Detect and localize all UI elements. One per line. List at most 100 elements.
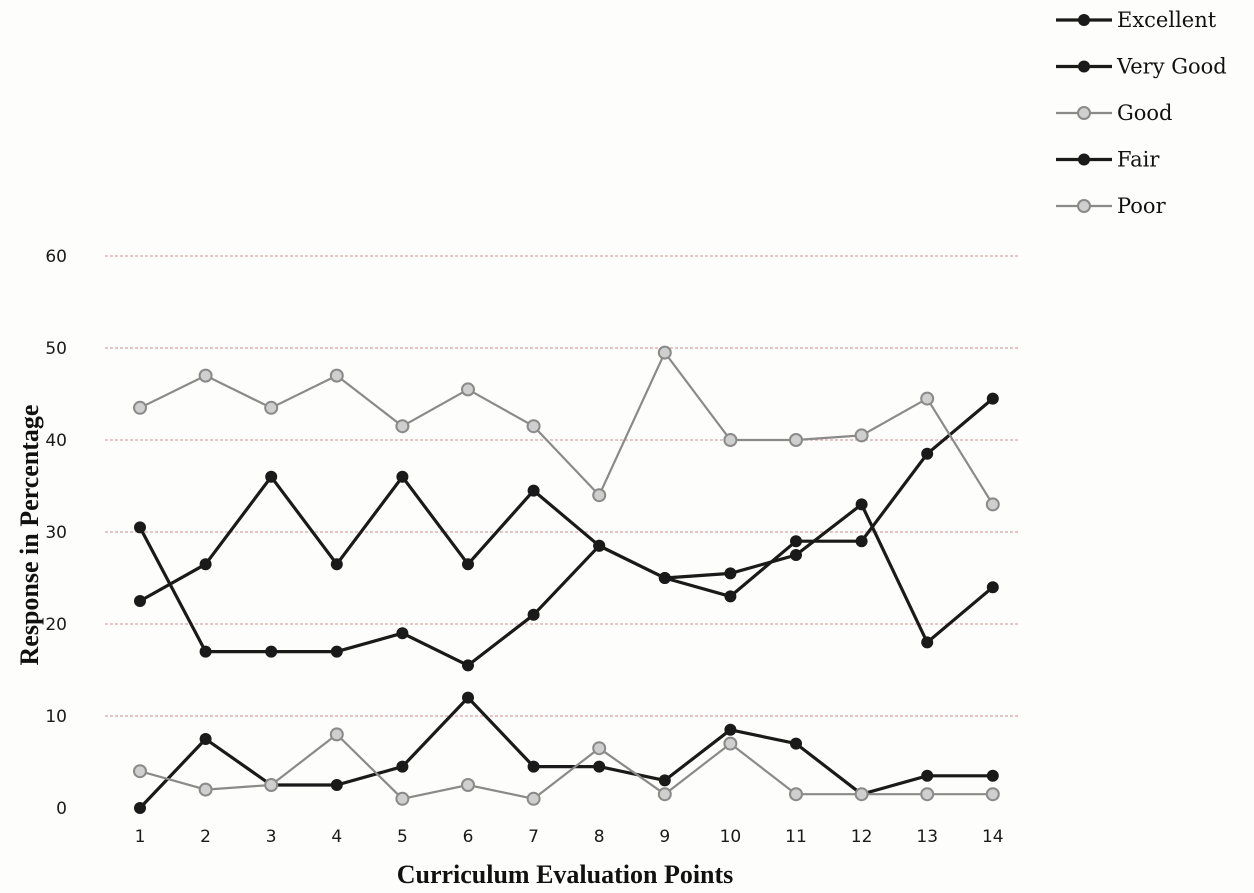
data-point: [264, 778, 279, 792]
data-point: [526, 419, 541, 434]
data-point: [264, 400, 279, 415]
legend-label: Fair: [1117, 148, 1160, 172]
series-poor: [133, 727, 1000, 806]
x-tick-label: 6: [463, 827, 474, 847]
data-point: [199, 733, 212, 745]
data-point: [920, 391, 935, 406]
legend-item: Fair: [1056, 148, 1160, 172]
series-line: [139, 733, 993, 800]
x-tick-label: 5: [397, 827, 408, 847]
legend-marker: [1078, 14, 1090, 26]
data-point: [527, 484, 540, 497]
y-tick-label: 10: [45, 707, 67, 727]
data-point: [199, 645, 212, 658]
data-point: [330, 779, 343, 791]
data-point: [526, 791, 541, 806]
data-point: [985, 497, 1000, 512]
data-point: [396, 627, 409, 640]
legend-marker: [1078, 153, 1090, 166]
data-point: [265, 645, 278, 658]
data-point: [921, 636, 934, 649]
data-point: [986, 581, 999, 594]
x-tick-label: 13: [916, 827, 938, 847]
x-tick-label: 14: [982, 827, 1004, 847]
legend-label: Very Good: [1116, 55, 1227, 79]
data-point: [724, 590, 737, 603]
data-point: [329, 368, 344, 383]
legend-label: Good: [1117, 101, 1173, 125]
data-point: [724, 567, 737, 580]
y-axis-ticks: 0 10 20 30 40 50 60: [45, 247, 67, 819]
legend-marker: [1078, 60, 1090, 73]
data-point: [658, 572, 671, 584]
x-tick-label: 10: [720, 827, 742, 847]
y-tick-label: 50: [45, 339, 67, 359]
data-point: [724, 723, 737, 736]
data-point: [462, 558, 474, 571]
data-point: [462, 691, 474, 704]
x-tick-label: 4: [331, 827, 342, 847]
data-point: [395, 419, 410, 434]
series-line: [139, 475, 994, 645]
data-point: [134, 521, 146, 534]
data-point: [134, 802, 146, 814]
legend-marker: [1077, 106, 1091, 120]
x-tick-label: 7: [528, 827, 539, 847]
data-point: [790, 737, 802, 750]
data-point: [134, 595, 146, 607]
data-point: [330, 645, 343, 658]
data-point: [723, 736, 738, 751]
data-point: [461, 778, 475, 792]
data-point: [790, 549, 802, 561]
data-point: [789, 787, 803, 802]
data-point: [920, 787, 935, 802]
data-point: [133, 764, 147, 779]
x-axis-title: Curriculum Evaluation Points: [397, 860, 734, 889]
data-point: [986, 769, 999, 782]
data-point: [198, 782, 213, 797]
y-axis-title: Response in Percentage: [15, 405, 44, 666]
data-point: [986, 392, 999, 405]
series-good: [133, 345, 1000, 512]
y-tick-label: 20: [45, 615, 67, 635]
series-excellent: [134, 470, 999, 649]
x-tick-label: 3: [266, 827, 277, 847]
data-point: [330, 558, 343, 571]
data-point: [790, 535, 802, 548]
data-point: [855, 498, 868, 511]
grid-lines: [105, 255, 1020, 717]
data-point: [396, 760, 409, 773]
x-tick-label: 1: [135, 827, 146, 847]
series-line: [138, 695, 993, 810]
data-point: [461, 382, 475, 397]
y-tick-label: 0: [56, 799, 67, 819]
data-point: [198, 368, 213, 383]
legend-marker: [1077, 199, 1091, 213]
data-point: [592, 488, 607, 503]
data-point: [789, 433, 803, 447]
series-line: [139, 351, 994, 505]
legend-item: Excellent: [1056, 8, 1217, 32]
data-point: [854, 428, 869, 443]
data-point: [855, 535, 868, 548]
data-point: [985, 787, 1000, 802]
data-point: [592, 741, 607, 756]
series-very-good: [134, 392, 999, 672]
x-tick-label: 9: [659, 827, 670, 847]
data-point: [396, 470, 409, 483]
series-fair: [134, 691, 999, 814]
legend-item: Good: [1056, 101, 1173, 125]
data-point: [593, 760, 606, 773]
data-point: [658, 774, 671, 787]
y-tick-label: 40: [45, 431, 67, 451]
data-point: [199, 558, 212, 571]
data-point: [395, 791, 410, 806]
data-point: [921, 769, 934, 782]
x-tick-label: 8: [594, 827, 605, 847]
data-point: [462, 659, 474, 672]
y-tick-label: 30: [45, 523, 67, 543]
series-group: [133, 345, 1000, 814]
series-line: [138, 397, 994, 668]
x-axis-ticks: 1 2 3 4 5 6 7 8 9 10 11 12 13 14: [135, 827, 1004, 847]
legend-label: Poor: [1117, 194, 1167, 218]
